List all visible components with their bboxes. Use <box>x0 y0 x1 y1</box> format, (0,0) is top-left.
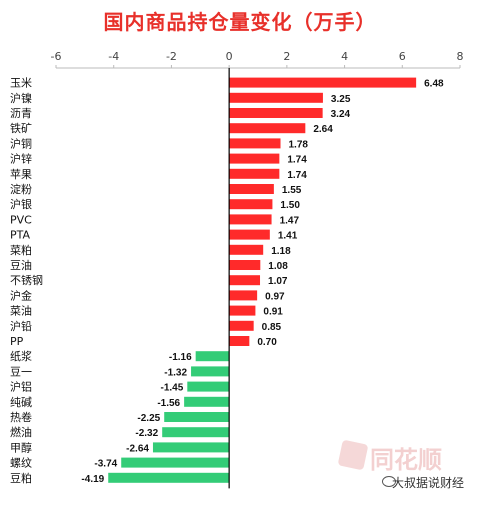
category-label: 淀粉 <box>10 182 32 196</box>
x-tick-label: -4 <box>108 50 119 63</box>
data-label: -1.56 <box>157 398 180 409</box>
x-tick-label: 2 <box>283 50 290 63</box>
category-label: 玉米 <box>10 77 32 90</box>
category-label: PVC <box>10 213 32 226</box>
data-label: 1.18 <box>271 246 291 257</box>
data-label: -1.45 <box>161 383 184 394</box>
category-label: 豆一 <box>10 365 32 378</box>
category-label: 沪银 <box>10 197 32 211</box>
bar <box>184 396 230 407</box>
bar <box>229 290 258 301</box>
bar <box>229 138 281 149</box>
data-label: 1.47 <box>280 215 300 226</box>
data-label: 3.25 <box>331 94 351 105</box>
data-label: 2.64 <box>313 124 333 135</box>
data-label: 1.55 <box>282 185 302 196</box>
category-label: 不锈钢 <box>10 274 43 287</box>
bar <box>108 472 230 483</box>
bar <box>187 381 230 392</box>
x-tick-label: -6 <box>51 50 62 63</box>
data-label: 0.85 <box>262 322 282 333</box>
data-label: 1.08 <box>268 261 288 272</box>
bar <box>162 427 230 438</box>
category-label: 纸浆 <box>10 349 32 363</box>
x-tick-label: 8 <box>457 50 464 63</box>
bar <box>229 92 323 103</box>
data-label: 1.74 <box>287 155 307 166</box>
bar <box>229 168 280 179</box>
data-label: -2.32 <box>135 428 158 439</box>
category-label: 沪铝 <box>10 380 32 394</box>
bar <box>152 442 230 453</box>
category-label: 甲醇 <box>10 440 32 454</box>
data-label: -3.74 <box>94 459 117 470</box>
data-label: 6.48 <box>424 79 444 90</box>
bar <box>229 336 250 346</box>
category-label: 豆粕 <box>10 471 32 485</box>
bar <box>229 214 272 225</box>
category-label: 沥青 <box>10 107 32 120</box>
category-label: 沪金 <box>10 288 32 302</box>
data-label: 1.41 <box>278 231 298 242</box>
category-label: 沪铅 <box>10 319 32 333</box>
category-label: 纯碱 <box>10 396 32 409</box>
category-label: 豆油 <box>10 258 32 272</box>
bar <box>229 153 280 164</box>
category-label: 苹果 <box>10 167 32 181</box>
data-label: 1.50 <box>280 200 300 211</box>
category-label: 沪锌 <box>10 152 32 166</box>
bar <box>229 275 261 286</box>
category-label: PTA <box>10 229 30 242</box>
data-label: -1.32 <box>164 367 187 378</box>
bar <box>164 412 230 422</box>
bar <box>229 244 264 255</box>
x-tick-label: 0 <box>226 50 233 63</box>
x-tick-label: 4 <box>341 50 348 63</box>
category-label: 沪镍 <box>10 91 32 105</box>
category-label: PP <box>10 335 24 348</box>
category-label: 螺纹 <box>10 456 32 470</box>
data-label: 0.70 <box>257 337 277 348</box>
bar <box>229 260 261 270</box>
data-label: 3.24 <box>331 109 351 120</box>
bar <box>229 77 417 88</box>
bar <box>195 351 230 362</box>
bar <box>229 199 273 210</box>
category-label: 铁矿 <box>10 122 32 135</box>
bar <box>229 305 256 316</box>
bar <box>229 123 306 134</box>
category-label: 菜粕 <box>10 243 32 257</box>
data-label: -4.19 <box>81 474 104 485</box>
category-label: 燃油 <box>10 425 32 439</box>
data-label: 1.07 <box>268 276 288 287</box>
category-label: 沪铜 <box>10 136 32 150</box>
category-label: 菜油 <box>10 304 32 318</box>
bar <box>229 108 323 118</box>
category-label: 热卷 <box>10 410 32 424</box>
data-label: 1.78 <box>289 139 309 150</box>
data-label: -1.16 <box>169 352 192 363</box>
x-tick-label: 6 <box>399 50 406 63</box>
data-label: 1.74 <box>287 170 307 181</box>
x-tick-label: -2 <box>166 50 177 63</box>
chart-title: 国内商品持仓量变化（万手） <box>103 10 377 34</box>
bar <box>229 184 274 194</box>
bar <box>121 457 230 468</box>
bar <box>191 366 230 377</box>
data-label: -2.25 <box>137 413 160 424</box>
bar <box>229 320 254 331</box>
data-label: 0.91 <box>263 307 283 318</box>
data-label: -2.64 <box>126 443 149 454</box>
bar <box>229 229 270 240</box>
data-label: 0.97 <box>265 291 285 302</box>
